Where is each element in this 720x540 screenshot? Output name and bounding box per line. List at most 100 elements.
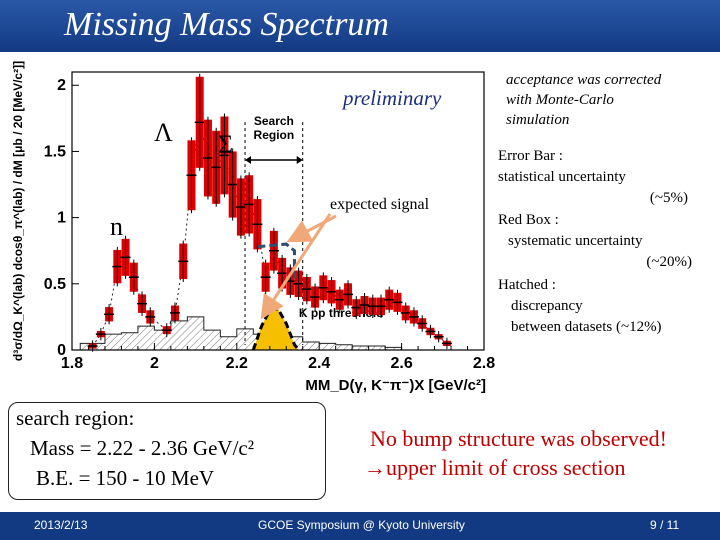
- preliminary-label: preliminary: [343, 86, 442, 110]
- data-point: [227, 148, 238, 221]
- data-point: [95, 327, 106, 341]
- data-point: [310, 283, 321, 311]
- x-tick-label: 1.8: [61, 355, 83, 372]
- footer-bar: [0, 512, 720, 540]
- data-point: [87, 340, 98, 352]
- data-point: [128, 259, 139, 295]
- data-point: [170, 302, 180, 324]
- data-point: [194, 73, 205, 171]
- data-point: [112, 246, 123, 287]
- data-point: [326, 277, 337, 307]
- data-point: [186, 137, 197, 214]
- data-point: [392, 289, 403, 315]
- lambda-label: Λ: [154, 118, 173, 147]
- data-point: [244, 172, 255, 237]
- data-point: [425, 324, 436, 339]
- right-arrow-icon: →: [364, 455, 386, 480]
- search-region-arrow-right: [296, 156, 303, 164]
- x-tick-label: 2.4: [308, 355, 330, 372]
- error-bar-title: Error Bar :: [498, 148, 563, 164]
- y-tick-label: 2: [57, 77, 66, 94]
- red-box-title: Red Box :: [498, 212, 559, 228]
- conclusion-line-2-wrap: →upper limit of cross section: [364, 455, 626, 481]
- hatched-histogram: [79, 316, 403, 351]
- error-bar-pct: (~5%): [649, 190, 688, 206]
- search-region-be: B.E. = 150 - 10 MeV: [36, 466, 215, 490]
- data-point: [145, 307, 156, 327]
- data-point: [343, 280, 354, 309]
- data-point: [137, 291, 148, 316]
- data-point: [260, 259, 271, 295]
- data-point: [433, 331, 444, 343]
- search-region-box: [8, 402, 326, 500]
- search-region-heading: search region:: [16, 406, 135, 430]
- data-point: [252, 196, 263, 253]
- sigma-label: Σ: [218, 130, 234, 159]
- red-box-note: Red Box : systematic uncertainty (~20%): [498, 210, 692, 273]
- red-box-pct: (~20%): [646, 254, 692, 270]
- search-region-mass: Mass = 2.22 - 2.36 GeV/c²: [30, 436, 255, 460]
- data-point: [376, 294, 386, 319]
- footer-date: 2013/2/13: [34, 518, 88, 532]
- data-point: [161, 323, 172, 338]
- conclusion-line-1: No bump structure was observed!: [370, 426, 667, 451]
- y-tick-label: 1: [57, 210, 66, 227]
- data-point: [219, 113, 230, 198]
- acceptance-note: acceptance was corrected with Monte-Carl…: [506, 70, 661, 130]
- data-point: [235, 175, 246, 239]
- y-tick-label: 0: [57, 342, 66, 359]
- y-tick-label: 1.5: [44, 143, 66, 160]
- data-point: [178, 240, 189, 283]
- acceptance-line-3: simulation: [506, 112, 570, 128]
- search-region-label: Search: [254, 114, 294, 128]
- x-tick-label: 2.8: [473, 355, 495, 372]
- data-point: [400, 302, 411, 324]
- data-point: [211, 127, 222, 207]
- expected-signal-curve: [251, 307, 300, 351]
- conclusion-line-2: upper limit of cross section: [386, 455, 626, 480]
- data-point: [104, 304, 115, 325]
- data-point: [334, 286, 345, 313]
- data-point: [293, 267, 304, 301]
- n-label: n: [110, 212, 123, 241]
- plot-frame: [71, 71, 485, 351]
- data-point: [120, 235, 131, 279]
- data-point: [359, 292, 370, 317]
- red-box-desc: systematic uncertainty: [508, 233, 643, 249]
- expected-signal-area: [253, 308, 299, 350]
- footer-event: GCOE Symposium @ Kyoto University: [258, 518, 465, 532]
- x-tick-label: 2: [150, 355, 159, 372]
- acceptance-line-2: with Monte-Carlo: [506, 92, 614, 108]
- y-tick-label: 0.5: [44, 276, 66, 293]
- footer-page: 9 / 11: [650, 518, 680, 532]
- data-point: [441, 337, 452, 350]
- data-point: [301, 273, 312, 305]
- slide-title: Missing Mass Spectrum: [64, 6, 389, 43]
- x-tick-label: 2.6: [390, 355, 412, 372]
- data-point: [417, 315, 428, 332]
- hatched-pct: between datasets (~12%): [511, 319, 662, 335]
- search-region-arrow-left: [245, 156, 252, 164]
- y-axis-label: d³σ/dΩ_K^(lab) dcosθ_π^(lab) / dM [μb / …: [11, 61, 25, 361]
- expected-signal-arrow-2: [286, 214, 337, 243]
- data-point: [408, 307, 419, 327]
- expected-signal-arrow-1: [260, 213, 332, 320]
- data-point: [202, 116, 213, 200]
- expected-signal-label: expected signal: [330, 196, 430, 213]
- hatched-desc: discrepancy: [511, 298, 583, 314]
- x-axis-label: MM_D(γ, K⁻π⁻)X [GeV/c²]: [305, 377, 486, 394]
- hatched-title: Hatched :: [498, 277, 556, 293]
- error-bar-desc: statistical uncertainty: [498, 169, 626, 185]
- data-point: [268, 227, 279, 274]
- search-region-label: Region: [254, 128, 295, 142]
- title-bar: [0, 0, 720, 52]
- data-point: [351, 296, 362, 320]
- error-bar-note: Error Bar : statistical uncertainty (~5%…: [498, 146, 688, 209]
- acceptance-line-1: acceptance was corrected: [506, 72, 662, 88]
- data-point: [384, 286, 395, 313]
- data-point: [318, 272, 329, 304]
- hatched-note: Hatched : discrepancy between datasets (…: [498, 275, 692, 338]
- x-tick-label: 2.2: [226, 355, 248, 372]
